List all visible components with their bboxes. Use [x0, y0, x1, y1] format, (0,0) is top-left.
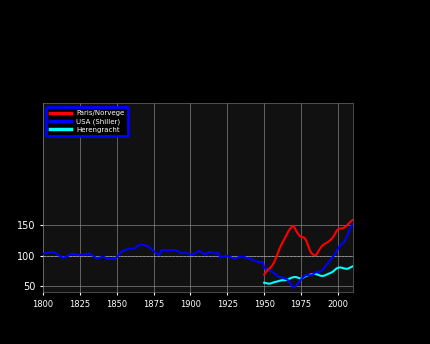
Legend: Paris/Norvege, USA (Shiller), Herengracht: Paris/Norvege, USA (Shiller), Herengrach…: [46, 107, 128, 136]
